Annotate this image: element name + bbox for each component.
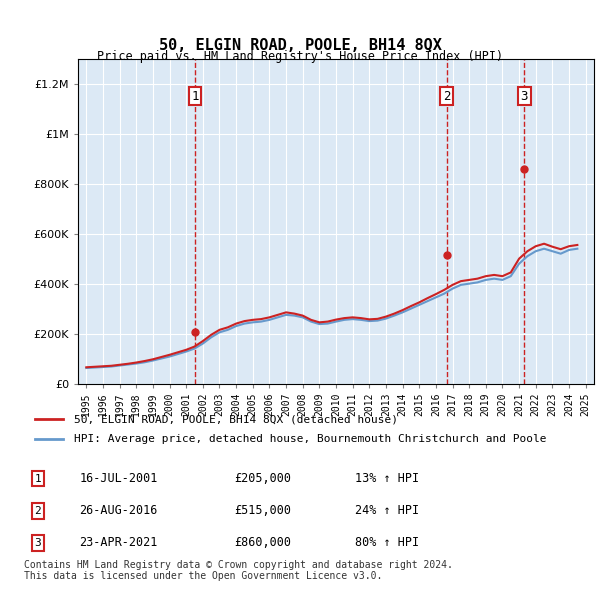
Text: £205,000: £205,000	[234, 472, 291, 485]
Text: 2: 2	[443, 90, 451, 103]
Text: 3: 3	[521, 90, 528, 103]
Text: HPI: Average price, detached house, Bournemouth Christchurch and Poole: HPI: Average price, detached house, Bour…	[74, 434, 546, 444]
Text: 50, ELGIN ROAD, POOLE, BH14 8QX: 50, ELGIN ROAD, POOLE, BH14 8QX	[158, 38, 442, 53]
Text: £515,000: £515,000	[234, 504, 291, 517]
Text: 26-AUG-2016: 26-AUG-2016	[79, 504, 158, 517]
Text: 24% ↑ HPI: 24% ↑ HPI	[355, 504, 419, 517]
Text: 1: 1	[34, 474, 41, 484]
Text: This data is licensed under the Open Government Licence v3.0.: This data is licensed under the Open Gov…	[24, 571, 382, 581]
Text: 1: 1	[191, 90, 199, 103]
Text: Price paid vs. HM Land Registry's House Price Index (HPI): Price paid vs. HM Land Registry's House …	[97, 50, 503, 63]
Text: Contains HM Land Registry data © Crown copyright and database right 2024.: Contains HM Land Registry data © Crown c…	[24, 559, 453, 569]
Text: 3: 3	[34, 538, 41, 548]
Text: 13% ↑ HPI: 13% ↑ HPI	[355, 472, 419, 485]
Text: 16-JUL-2001: 16-JUL-2001	[79, 472, 158, 485]
Text: 2: 2	[34, 506, 41, 516]
Text: 50, ELGIN ROAD, POOLE, BH14 8QX (detached house): 50, ELGIN ROAD, POOLE, BH14 8QX (detache…	[74, 415, 398, 424]
Text: £860,000: £860,000	[234, 536, 291, 549]
Text: 23-APR-2021: 23-APR-2021	[79, 536, 158, 549]
Text: 80% ↑ HPI: 80% ↑ HPI	[355, 536, 419, 549]
